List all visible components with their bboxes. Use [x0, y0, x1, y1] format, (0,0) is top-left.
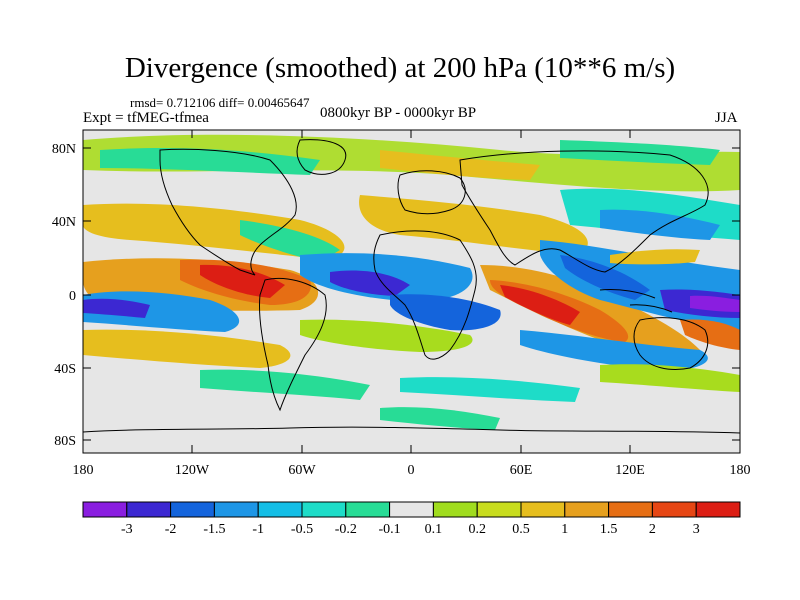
north-america-outline: [159, 148, 297, 276]
colorbar-label: 0.1: [425, 522, 443, 537]
antarctica-outline: [83, 426, 740, 434]
stats-label: rmsd= 0.712106 diff= 0.00465647: [130, 95, 310, 110]
plot-title: Divergence (smoothed) at 200 hPa (10**6 …: [124, 52, 676, 84]
colorbar-box: [564, 501, 610, 518]
lat-label: 0: [69, 289, 76, 304]
colorbar-box: [126, 501, 172, 518]
experiment-label: Expt = tfMEG-tfmea: [83, 110, 209, 126]
colorbar-label: 1.5: [600, 522, 618, 537]
colorbar-label: -0.1: [379, 522, 401, 537]
colorbar-label: -1: [252, 522, 264, 537]
lon-label: 0: [408, 463, 415, 478]
colorbar-label: 2: [649, 522, 656, 537]
greenland-outline: [296, 139, 347, 175]
colorbar-label: 0.5: [512, 522, 530, 537]
asia-outline: [459, 150, 709, 273]
lon-label: 120W: [175, 463, 210, 478]
lat-label: 40S: [54, 362, 76, 377]
indonesia-outline: [599, 289, 673, 313]
lat-label: 80N: [52, 142, 76, 157]
colorbar-box: [82, 501, 128, 518]
colorbar-label: -1.5: [203, 522, 225, 537]
season-label: JJA: [715, 110, 738, 126]
colorbar-box: [476, 501, 522, 518]
colorbar-labels: -3 -2 -1.5 -1 -0.5 -0.2 -0.1 0.1 0.2 0.5 1 1.5 2 3: [121, 522, 700, 537]
lat-label: 40N: [52, 215, 76, 230]
colorbar-box: [432, 501, 478, 518]
colorbar-label: 1: [561, 522, 568, 537]
colorbar-label: 3: [693, 522, 700, 537]
axis-ticks: [82, 130, 741, 453]
colorbar-label: -0.2: [335, 522, 357, 537]
lat-label: 80S: [54, 434, 76, 449]
colorbar-box: [213, 501, 259, 518]
colorbar-box: [301, 501, 347, 518]
colorbar-box: [345, 501, 391, 518]
colorbar-box: [695, 501, 741, 518]
lon-label: 180: [730, 463, 751, 478]
colorbar-box: [651, 501, 697, 518]
lon-label: 120E: [615, 463, 645, 478]
coastlines: [83, 139, 740, 434]
period-label: 0800kyr BP - 0000kyr BP: [320, 105, 477, 121]
africa-outline: [373, 230, 477, 360]
australia-outline: [633, 317, 709, 370]
colorbar-box: [389, 501, 434, 518]
colorbar-box: [520, 501, 566, 518]
colorbar-box: [257, 501, 303, 518]
colorbar: [82, 501, 741, 518]
lon-label: 180: [73, 463, 94, 478]
colorbar-label: -2: [165, 522, 177, 537]
colorbar-label: -0.5: [291, 522, 313, 537]
colorbar-label: -3: [121, 522, 133, 537]
lon-label: 60W: [288, 463, 316, 478]
lon-label: 60E: [510, 463, 533, 478]
colorbar-label: 0.2: [468, 522, 486, 537]
south-america-outline: [259, 277, 327, 412]
colorbar-box: [170, 501, 215, 518]
europe-outline: [397, 170, 466, 215]
divergence-field: [83, 130, 740, 453]
colorbar-box: [608, 501, 653, 518]
